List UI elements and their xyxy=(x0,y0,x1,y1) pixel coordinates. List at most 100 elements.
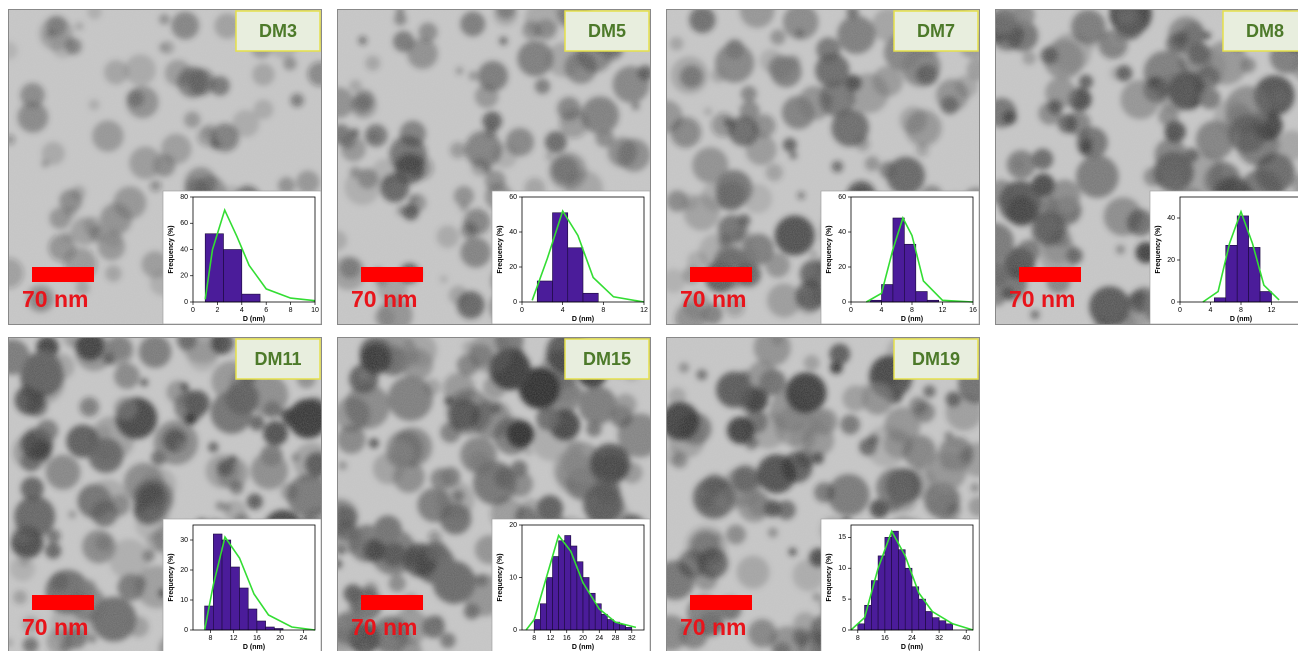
x-tick-label: 16 xyxy=(881,635,889,642)
y-tick-label: 40 xyxy=(180,246,188,253)
scale-bar xyxy=(1019,267,1081,282)
y-tick-label: 15 xyxy=(838,534,846,541)
x-tick-label: 16 xyxy=(253,635,261,642)
histogram-bar xyxy=(912,587,919,630)
x-tick-label: 8 xyxy=(208,635,212,642)
histogram-bar xyxy=(620,625,626,630)
y-tick-label: 0 xyxy=(842,627,846,634)
sample-label: DM7 xyxy=(917,21,955,41)
x-tick-label: 40 xyxy=(962,635,970,642)
x-tick-label: 8 xyxy=(532,635,536,642)
x-tick-label: 32 xyxy=(628,635,636,642)
histogram-bar xyxy=(919,599,926,630)
histogram-bar xyxy=(1214,298,1225,302)
x-tick-label: 24 xyxy=(595,635,603,642)
x-tick-label: 16 xyxy=(563,635,571,642)
x-axis-label: D (nm) xyxy=(243,316,265,323)
histogram-bar xyxy=(224,250,242,303)
x-axis-label: D (nm) xyxy=(572,316,594,323)
histogram-bar xyxy=(939,621,946,630)
y-tick-label: 20 xyxy=(1167,257,1175,264)
histogram-bar xyxy=(239,588,248,630)
y-tick-label: 20 xyxy=(509,522,517,529)
x-tick-label: 0 xyxy=(1178,307,1182,314)
x-axis-label: D (nm) xyxy=(243,644,265,651)
x-tick-label: 20 xyxy=(579,635,587,642)
scale-bar-label: 70 nm xyxy=(1009,286,1075,312)
histogram-bar xyxy=(559,541,565,630)
x-axis-label: D (nm) xyxy=(572,644,594,651)
y-tick-label: 60 xyxy=(180,220,188,227)
scale-bar-label: 70 nm xyxy=(351,286,417,312)
histogram-bar xyxy=(932,618,939,630)
x-tick-label: 24 xyxy=(908,635,916,642)
x-tick-label: 12 xyxy=(547,635,555,642)
x-tick-label: 0 xyxy=(849,307,853,314)
scale-bar-label: 70 nm xyxy=(680,286,746,312)
y-tick-label: 40 xyxy=(838,229,846,236)
scale-bar-label: 70 nm xyxy=(351,614,417,640)
histogram-bar xyxy=(266,627,275,630)
x-tick-label: 12 xyxy=(1268,307,1276,314)
x-axis-label: D (nm) xyxy=(1230,316,1252,323)
histogram-bar xyxy=(601,614,607,630)
histogram-bar xyxy=(865,605,872,630)
histogram-bar xyxy=(583,293,598,302)
histogram-bar xyxy=(946,624,953,630)
x-tick-label: 8 xyxy=(910,307,914,314)
x-tick-label: 8 xyxy=(856,635,860,642)
sample-label: DM19 xyxy=(912,349,960,369)
sample-label: DM8 xyxy=(1246,21,1284,41)
scale-bar-label: 70 nm xyxy=(680,614,746,640)
y-axis-label: Frequency (%) xyxy=(497,225,504,273)
y-tick-label: 0 xyxy=(513,299,517,306)
x-tick-label: 4 xyxy=(880,307,884,314)
scale-bar xyxy=(32,595,94,610)
histogram-bar xyxy=(1249,247,1260,302)
y-axis-label: Frequency (%) xyxy=(1155,225,1162,273)
sample-label: DM15 xyxy=(583,349,631,369)
x-tick-label: 4 xyxy=(561,307,565,314)
y-tick-label: 0 xyxy=(513,627,517,634)
y-tick-label: 0 xyxy=(1171,299,1175,306)
histogram-bar xyxy=(553,557,559,631)
histogram-bar xyxy=(577,562,583,630)
x-axis-label: D (nm) xyxy=(901,316,923,323)
x-tick-label: 2 xyxy=(215,307,219,314)
y-tick-label: 40 xyxy=(1167,215,1175,222)
x-tick-label: 8 xyxy=(289,307,293,314)
histogram-bar xyxy=(537,281,552,302)
x-tick-label: 0 xyxy=(520,307,524,314)
scale-bar xyxy=(690,267,752,282)
x-tick-label: 8 xyxy=(601,307,605,314)
histogram-bar xyxy=(904,244,915,302)
scale-bar-label: 70 nm xyxy=(22,286,88,312)
histogram-bar xyxy=(534,620,540,631)
x-tick-label: 10 xyxy=(311,307,319,314)
sample-label: DM5 xyxy=(588,21,626,41)
histogram-bar xyxy=(257,621,266,630)
histogram-bar xyxy=(242,294,260,302)
x-tick-label: 12 xyxy=(230,635,238,642)
scale-bar xyxy=(361,267,423,282)
y-tick-label: 0 xyxy=(842,299,846,306)
histogram-bar xyxy=(858,624,865,630)
y-tick-label: 20 xyxy=(838,264,846,271)
x-tick-label: 32 xyxy=(935,635,943,642)
x-tick-label: 12 xyxy=(939,307,947,314)
y-tick-label: 10 xyxy=(180,597,188,604)
scale-bar xyxy=(32,267,94,282)
histogram-bar xyxy=(248,609,257,630)
x-tick-label: 4 xyxy=(1209,307,1213,314)
histogram-bar xyxy=(916,292,927,303)
y-tick-label: 60 xyxy=(509,194,517,201)
sample-label: DM11 xyxy=(254,349,301,369)
figure: DM370 nm0246810020406080D (nm)Frequency … xyxy=(0,0,1298,651)
y-tick-label: 60 xyxy=(838,194,846,201)
scale-bar-label: 70 nm xyxy=(22,614,88,640)
x-tick-label: 20 xyxy=(276,635,284,642)
y-axis-label: Frequency (%) xyxy=(168,225,175,273)
